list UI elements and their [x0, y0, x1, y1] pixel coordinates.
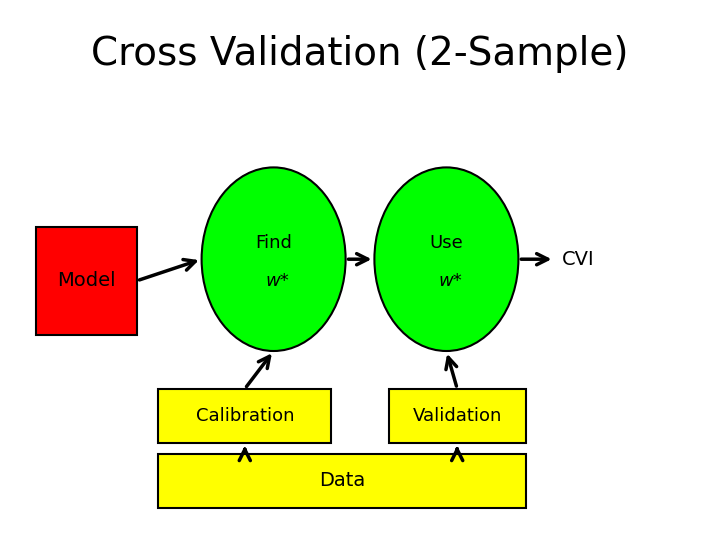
Text: w*: w*	[438, 272, 462, 290]
Text: w*: w*	[266, 272, 289, 290]
FancyBboxPatch shape	[389, 389, 526, 443]
Ellipse shape	[374, 167, 518, 351]
Text: Calibration: Calibration	[196, 407, 294, 425]
Text: Use: Use	[430, 234, 463, 252]
FancyBboxPatch shape	[158, 389, 331, 443]
Ellipse shape	[202, 167, 346, 351]
Text: Model: Model	[57, 271, 116, 291]
Text: CVI: CVI	[562, 249, 594, 269]
Text: Validation: Validation	[413, 407, 502, 425]
FancyBboxPatch shape	[158, 454, 526, 508]
FancyBboxPatch shape	[36, 227, 137, 335]
Text: Cross Validation (2-Sample): Cross Validation (2-Sample)	[91, 35, 629, 73]
Text: Find: Find	[255, 234, 292, 252]
Text: Data: Data	[319, 471, 365, 490]
